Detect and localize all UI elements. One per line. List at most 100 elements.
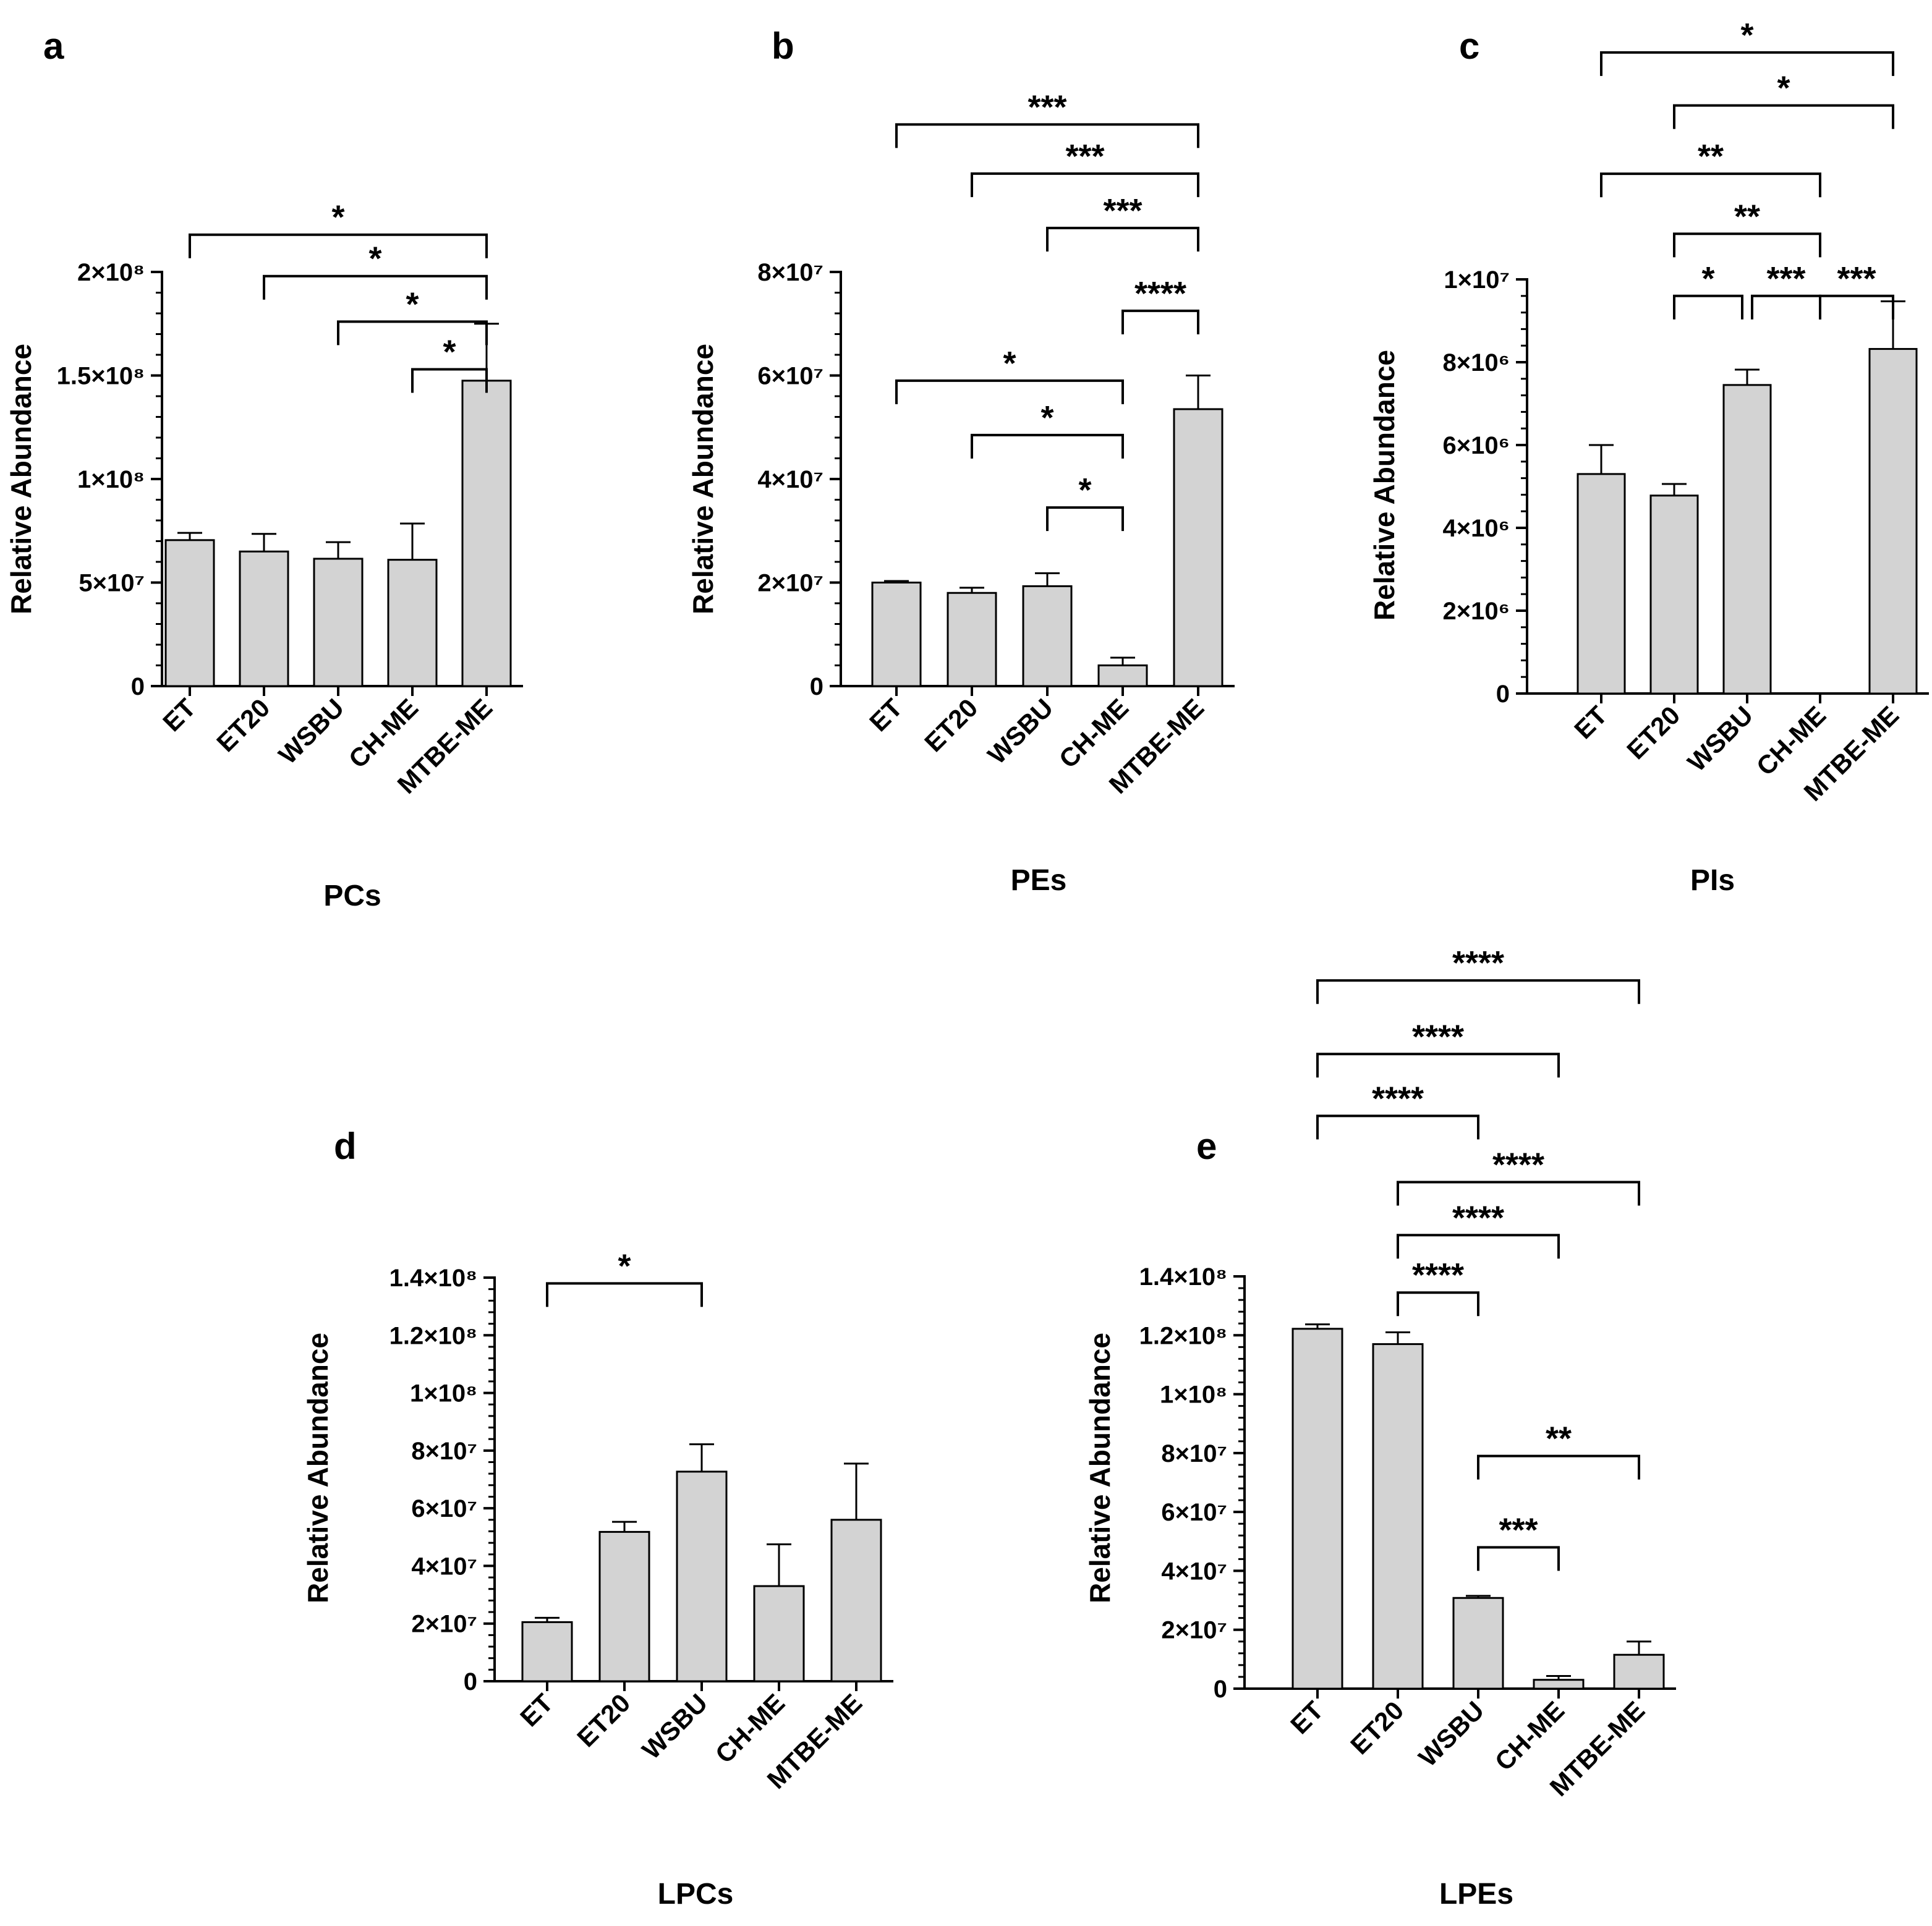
significance-stars: * <box>1740 17 1753 54</box>
bar <box>164 539 215 687</box>
x-tick-label: ET <box>864 693 908 737</box>
x-tick-label: WSBU <box>1682 700 1758 777</box>
chart-title: PIs <box>1690 864 1735 897</box>
chart-title: PCs <box>323 880 381 912</box>
x-tick-label: WSBU <box>1413 1695 1489 1772</box>
significance-stars: * <box>443 333 456 370</box>
bar <box>1533 1679 1585 1690</box>
bar <box>1649 494 1699 695</box>
significance-bracket <box>411 368 488 393</box>
bar <box>1292 1328 1343 1690</box>
y-tick-label: 5×10⁷ <box>79 570 145 597</box>
bar <box>1577 473 1626 695</box>
significance-bracket <box>1316 1053 1560 1078</box>
y-tick-label: 2×10⁷ <box>757 570 823 597</box>
x-tick-label: ET20 <box>1621 700 1685 765</box>
significance-stars: * <box>406 286 419 323</box>
y-tick-label: 6×10⁷ <box>757 363 823 390</box>
significance-bracket <box>1673 294 1743 320</box>
significance-bracket <box>1673 104 1894 129</box>
chart-title: PEs <box>1011 864 1067 897</box>
significance-stars: **** <box>1492 1147 1544 1184</box>
significance-stars: **** <box>1452 944 1504 982</box>
panel-letter: d <box>334 1126 357 1167</box>
panel-letter: c <box>1459 25 1479 67</box>
x-tick-label: ET <box>157 693 201 737</box>
significance-bracket <box>1121 309 1199 334</box>
bar <box>676 1470 728 1682</box>
bar <box>830 1519 882 1682</box>
bar <box>1372 1343 1424 1690</box>
y-tick-label: 6×10⁶ <box>1442 432 1510 459</box>
significance-bracket <box>337 320 488 346</box>
y-tick-label: 2×10⁷ <box>1161 1617 1227 1644</box>
y-tick-label: 1.2×10⁸ <box>1139 1322 1227 1349</box>
significance-bracket <box>1819 294 1894 320</box>
x-tick-label: WSBU <box>636 1688 713 1765</box>
significance-stars: * <box>331 199 344 236</box>
x-tick-label: ET <box>1285 1695 1329 1739</box>
bar <box>461 380 512 687</box>
bar <box>387 559 438 687</box>
significance-stars: ** <box>1698 138 1724 175</box>
significance-bracket <box>1673 232 1821 258</box>
x-tick-label: ET20 <box>919 693 983 757</box>
y-axis-label: Relative Abundance <box>687 344 719 614</box>
bar <box>1097 664 1148 687</box>
significance-stars: **** <box>1452 1199 1504 1236</box>
y-tick-label: 6×10⁷ <box>1161 1499 1227 1526</box>
y-tick-label: 1×10⁸ <box>410 1380 477 1407</box>
y-tick-label: 8×10⁶ <box>1442 349 1510 376</box>
y-tick-label: 2×10⁶ <box>1442 598 1510 625</box>
bar <box>1022 585 1073 687</box>
bar <box>598 1530 650 1682</box>
significance-bracket <box>1751 294 1821 320</box>
x-tick-label: ET20 <box>1345 1695 1409 1760</box>
significance-bracket <box>1397 1291 1479 1317</box>
y-tick-label: 8×10⁷ <box>411 1438 477 1465</box>
chart-panel-e: e 0 2×10⁷ 4×10⁷ 6×10⁷ 8×10⁷ 1×10⁸ 1.2×10⁸ 1.4×10… <box>1084 944 1676 1911</box>
significance-stars: * <box>1040 399 1053 436</box>
chart-panel-d: d 0 2×10⁷ 4×10⁷ 6×10⁷ 8×10⁷ 1×10⁸ 1.2×10⁸ 1.4×10… <box>302 1126 893 1911</box>
significance-bracket <box>971 172 1199 197</box>
y-tick-label: 0 <box>1496 681 1510 708</box>
significance-bracket <box>1046 506 1124 532</box>
significance-stars: **** <box>1372 1080 1424 1117</box>
significance-bracket <box>1600 51 1894 76</box>
bar <box>871 582 922 687</box>
bar <box>239 550 289 687</box>
bar <box>1722 384 1772 695</box>
panel-letter: a <box>43 25 64 67</box>
significance-bracket <box>895 379 1124 404</box>
y-tick-label: 0 <box>810 673 823 700</box>
x-tick-label: ET <box>514 1688 558 1732</box>
y-tick-label: 2×10⁷ <box>411 1611 477 1638</box>
bar <box>947 592 997 687</box>
significance-bracket <box>1477 1546 1560 1571</box>
significance-stars: * <box>1701 260 1714 297</box>
x-tick-label: WSBU <box>982 693 1058 770</box>
chart-panel-c: c 0 2×10⁶ 4×10⁶ 6×10⁶ 8×10⁶ 1×10⁷ Relative Abun… <box>1368 17 1929 897</box>
y-axis-label: Relative Abundance <box>302 1333 334 1603</box>
y-tick-label: 1×10⁸ <box>1160 1381 1227 1409</box>
y-tick-label: 6×10⁷ <box>411 1495 477 1522</box>
y-tick-label: 0 <box>131 673 145 700</box>
y-tick-label: 0 <box>1214 1676 1227 1703</box>
bar <box>521 1621 573 1682</box>
y-tick-label: 1.2×10⁸ <box>389 1322 477 1349</box>
panel-letter: e <box>1196 1126 1217 1167</box>
x-tick-label: CH-ME <box>1489 1695 1570 1776</box>
x-tick-label: WSBU <box>273 693 349 770</box>
y-tick-label: 1×10⁷ <box>1444 266 1510 294</box>
bar <box>1173 408 1223 687</box>
significance-bracket <box>1316 979 1640 1004</box>
y-tick-label: 8×10⁷ <box>757 259 823 286</box>
significance-bracket <box>895 123 1199 148</box>
y-axis-label: Relative Abundance <box>5 344 37 614</box>
chart-panel-a: a 0 5×10⁷ 1×10⁸ 1.5×10⁸ 2×10⁸ Relative Abundan… <box>5 25 523 912</box>
significance-stars: *** <box>1065 138 1104 175</box>
significance-stars: *** <box>1766 260 1805 297</box>
x-tick-label: ET <box>1568 700 1612 744</box>
significance-stars: ** <box>1546 1420 1572 1457</box>
